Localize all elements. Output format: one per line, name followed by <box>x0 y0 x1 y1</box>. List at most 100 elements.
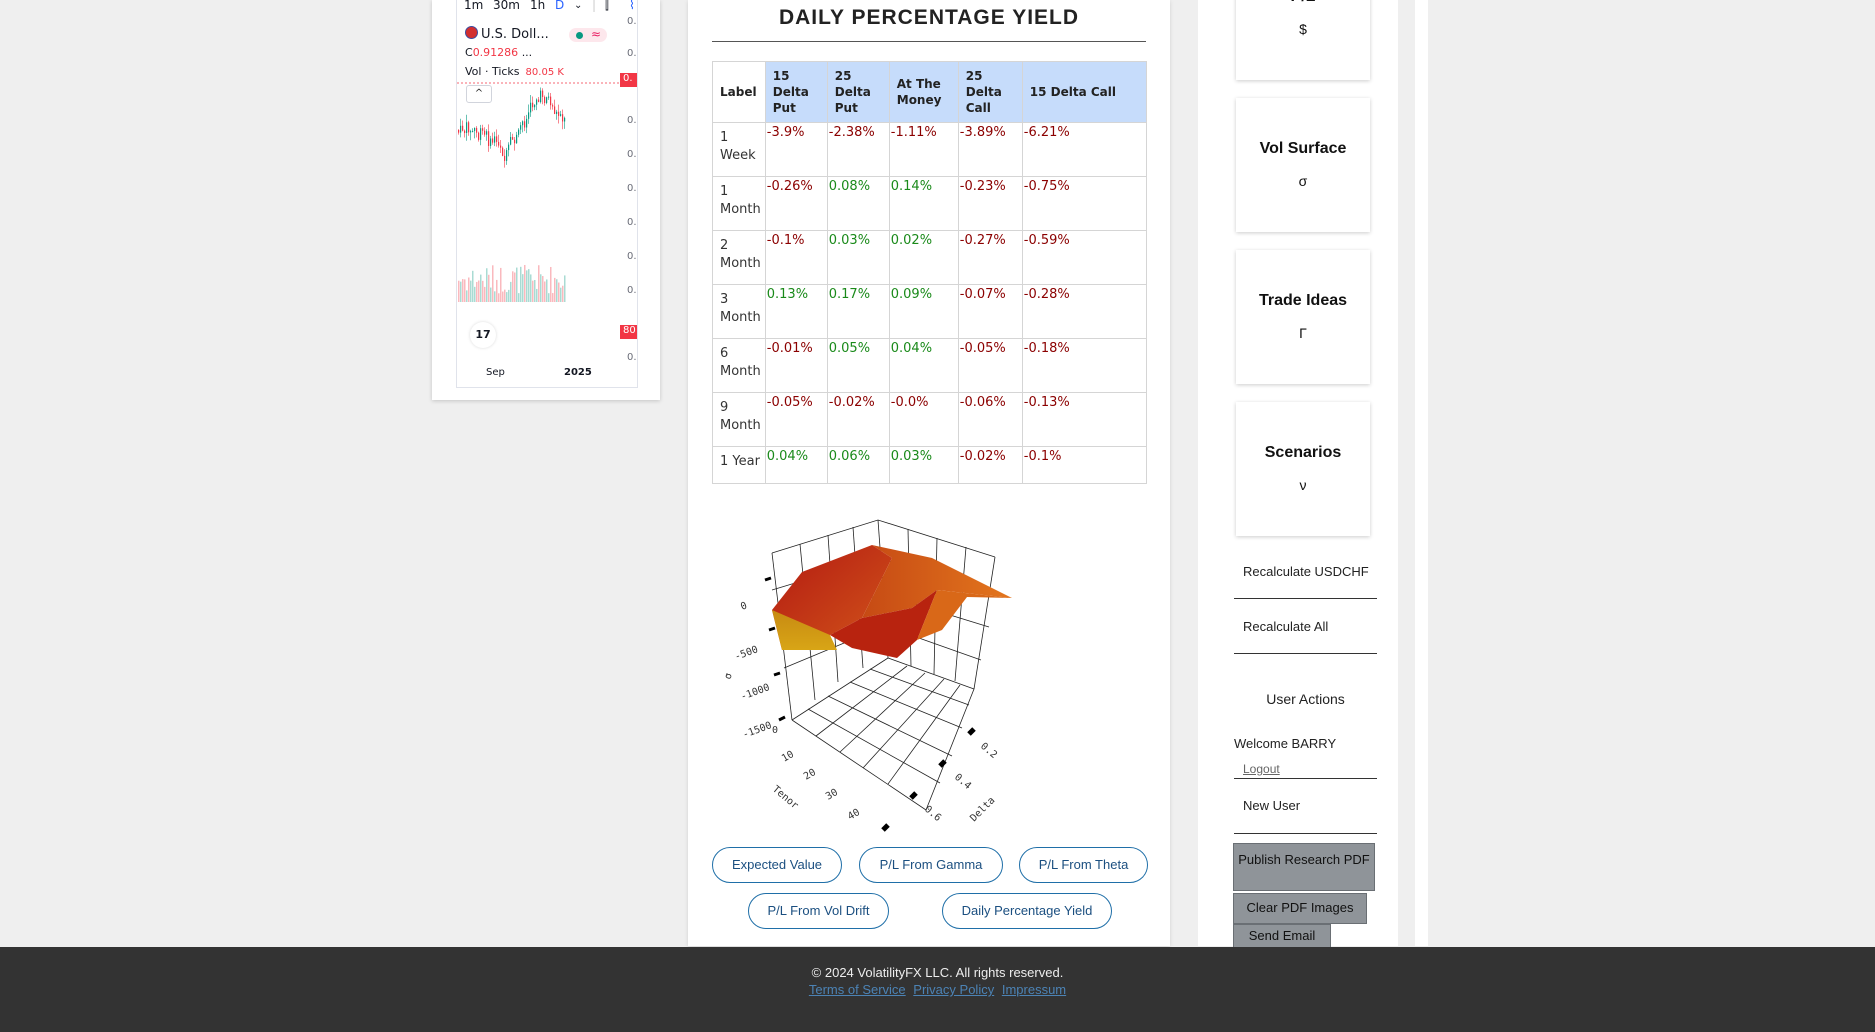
interval-1m[interactable]: 1m <box>464 0 484 12</box>
volume-bar <box>458 280 460 302</box>
volume-legend: Vol · Ticks 80.05 K <box>465 65 564 78</box>
table-row: 3 Month 0.13% 0.17% 0.09% -0.07% -0.28% <box>712 284 1148 339</box>
recalculate-all-link[interactable]: Recalculate All <box>1234 619 1377 654</box>
volume-bar <box>548 293 550 302</box>
table-row: 2 Month -0.1% 0.03% 0.02% -0.27% -0.59% <box>712 230 1148 285</box>
z-axis <box>764 576 786 722</box>
market-status-badge[interactable]: ≈ <box>569 27 607 42</box>
date-label-sep: Sep <box>486 367 505 378</box>
cell: 0.08% <box>826 176 890 231</box>
volume-bar <box>526 270 528 302</box>
last-price-tag: 0. <box>620 73 637 87</box>
interval-dropdown-icon[interactable]: ⌄ <box>574 0 583 11</box>
z-tick: -500 <box>733 644 759 663</box>
logout-link[interactable]: Logout <box>1234 762 1377 779</box>
candlestick-chart[interactable] <box>457 40 620 360</box>
table-row: 6 Month -0.01% 0.05% 0.04% -0.05% -0.18% <box>712 338 1148 393</box>
volume-label: Vol · Ticks <box>465 65 520 78</box>
expected-value-button[interactable]: Expected Value <box>712 847 842 883</box>
cell: 0.02% <box>888 230 959 285</box>
indicator-icon[interactable]: ⌇ <box>629 0 635 12</box>
impressum-link[interactable]: Impressum <box>1001 982 1067 997</box>
candle <box>510 137 512 145</box>
candle <box>484 130 486 135</box>
volume-bar <box>520 266 522 302</box>
volume-bar <box>476 281 478 302</box>
new-user-link[interactable]: New User <box>1234 798 1377 834</box>
candle <box>554 106 556 114</box>
table-row: 1 Month -0.26% 0.08% 0.14% -0.23% -0.75% <box>712 176 1148 231</box>
cell: 0.04% <box>888 338 959 393</box>
nav-card-trade-ideas[interactable]: Trade Ideas Γ <box>1236 250 1370 384</box>
volume-bar <box>532 280 534 302</box>
header-15-delta-put: 15 Delta Put <box>764 61 828 123</box>
price-axis-label: 0. <box>627 285 637 296</box>
cell: -0.26% <box>764 176 828 231</box>
cell: 0.04% <box>764 446 828 484</box>
daily-percentage-yield-button[interactable]: Daily Percentage Yield <box>942 893 1112 929</box>
interval-1h[interactable]: 1h <box>530 0 546 12</box>
toolbar-divider: | <box>592 0 597 12</box>
volume-bar <box>536 288 538 302</box>
cell: -1.11% <box>888 122 959 177</box>
pl-from-vol-drift-button[interactable]: P/L From Vol Drift <box>748 893 889 929</box>
nu-icon: ν <box>1299 477 1307 493</box>
nav-card-pl[interactable]: P/L $ <box>1236 0 1370 80</box>
collapse-legend-button[interactable]: ^ <box>466 85 492 103</box>
volume-bar <box>546 279 548 302</box>
footer-links: Terms of Service Privacy Policy Impressu… <box>0 982 1875 997</box>
cell: -0.1% <box>1021 446 1148 484</box>
candles <box>458 87 566 168</box>
interval-30m[interactable]: 30m <box>493 0 520 12</box>
recalculate-pair-link[interactable]: Recalculate USDCHF <box>1234 564 1377 599</box>
symbol-title[interactable]: U.S. Doll... <box>465 26 549 42</box>
cell: -0.01% <box>764 338 828 393</box>
candle <box>542 90 544 97</box>
pl-from-gamma-button[interactable]: P/L From Gamma <box>859 847 1003 883</box>
cell: -0.0% <box>888 392 959 447</box>
candle-type-icon[interactable]: ⫿ <box>605 0 609 12</box>
publish-research-pdf-button[interactable]: Publish Research PDF <box>1233 843 1375 891</box>
volume-bar <box>488 274 490 302</box>
cell: 0.09% <box>888 284 959 339</box>
pl-from-theta-button[interactable]: P/L From Theta <box>1019 847 1148 883</box>
z-tick: -1000 <box>739 682 771 703</box>
dollar-icon: $ <box>1299 21 1307 37</box>
candle <box>548 96 550 98</box>
vol-surface-3d-plot[interactable]: 0 -500 -1000 -1500 σ 0 10 20 30 40 Tenor… <box>712 500 1152 840</box>
candle <box>562 114 564 122</box>
candle <box>496 136 498 142</box>
row-label: 9 Month <box>712 392 766 447</box>
cell: 0.14% <box>888 176 959 231</box>
volume-bar <box>466 290 468 302</box>
volume-bar <box>468 277 470 302</box>
row-label: 1 Month <box>712 176 766 231</box>
nav-card-scenarios[interactable]: Scenarios ν <box>1236 402 1370 536</box>
nav-card-title: P/L <box>1236 0 1370 6</box>
interval-d[interactable]: D <box>555 0 565 12</box>
nav-card-vol-surface[interactable]: Vol Surface σ <box>1236 98 1370 232</box>
volume-bar <box>474 286 476 302</box>
candle <box>514 139 516 144</box>
cell: -0.07% <box>957 284 1023 339</box>
price-axis-label: 0. <box>627 48 637 59</box>
tenor-tick: 10 <box>780 749 796 765</box>
delta-tick: 0.4 <box>952 772 973 792</box>
volume-bar <box>560 287 562 302</box>
tradingview-logo[interactable]: 17 <box>470 322 496 348</box>
volume-bar <box>480 274 482 302</box>
main-content: DAILY PERCENTAGE YIELD Label 15 Delta Pu… <box>688 0 1170 946</box>
terms-of-service-link[interactable]: Terms of Service <box>808 982 906 997</box>
privacy-policy-link[interactable]: Privacy Policy <box>913 982 995 997</box>
tradingview-widget[interactable]: 1m 30m 1h D ⌄ | ⫿ ⌇ U.S. Doll... ≈ C0.91… <box>456 0 638 388</box>
candle <box>544 96 546 103</box>
candle <box>526 118 528 128</box>
candle <box>520 125 522 130</box>
volume-bar <box>484 286 486 302</box>
send-email-button[interactable]: Send Email <box>1233 924 1331 948</box>
cell: 0.06% <box>826 446 890 484</box>
price-axis-label: 0. <box>627 183 637 194</box>
cell: -2.38% <box>826 122 890 177</box>
volume-bar <box>510 281 512 302</box>
clear-pdf-images-button[interactable]: Clear PDF Images <box>1233 893 1367 924</box>
